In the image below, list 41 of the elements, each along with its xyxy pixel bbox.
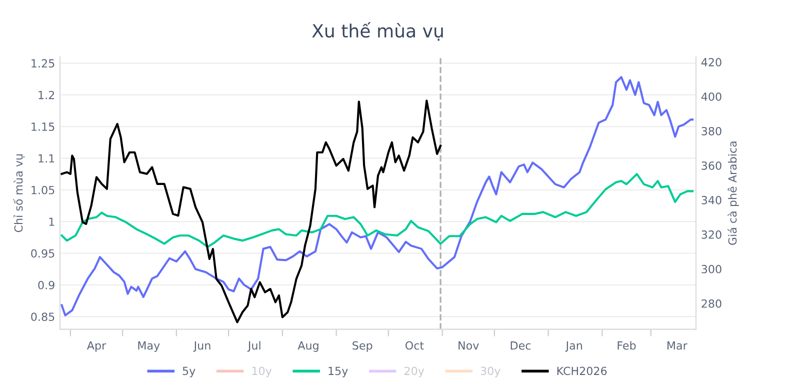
legend-label: 20y (404, 366, 424, 378)
x-tick-label: Feb (618, 341, 636, 350)
x-tick-label: Jul (247, 341, 260, 352)
legend-label: 15y (328, 366, 348, 378)
y2-tick-label: 400 (701, 92, 722, 101)
y-tick-label: 0.85 (31, 312, 54, 321)
x-tick-label: Jan (565, 341, 582, 352)
legend-label: KCH2026 (557, 366, 607, 376)
x-tick-label: May (138, 341, 160, 352)
x-tick-label: Apr (86, 341, 106, 352)
legend-label: 5y (182, 366, 196, 378)
line-series (60, 76, 694, 316)
y-tick-label: 0.95 (31, 249, 54, 258)
legend-label: 10y (252, 366, 272, 378)
x-tick-label: Nov (458, 341, 479, 350)
x-tick-label: Mar (667, 341, 688, 350)
x-tick-label: Oct (406, 341, 424, 350)
line-series (60, 100, 442, 324)
y-tick-label: 1.05 (32, 186, 54, 194)
y2-tick-label: 420 (701, 58, 722, 66)
y-tick-label: 1.25 (32, 59, 54, 68)
line-series (60, 173, 694, 248)
x-tick-label: Dec (510, 341, 531, 350)
y-tick-label: 1 (49, 218, 54, 226)
legend-label: 30y (480, 366, 500, 378)
x-tick-label: Sep (352, 341, 372, 352)
y-tick-label: 0.9 (38, 280, 54, 290)
y-tick-label: 1.1 (38, 154, 54, 162)
y2-tick-label: 380 (702, 126, 722, 136)
y-tick-label: 1.15 (32, 122, 54, 131)
y2-tick-label: 320 (702, 230, 722, 239)
y-tick-label: 1.2 (38, 90, 54, 100)
chart-title: Xu thế mùa vụ (312, 22, 443, 41)
y2-axis-title: Giá cà phê Arabica (728, 142, 739, 245)
x-tick-label: Jun (193, 341, 210, 352)
y2-tick-label: 300 (702, 264, 722, 274)
y2-tick-label: 340 (702, 196, 722, 204)
y-axis-title: Chỉ số mùa vụ (13, 154, 25, 232)
x-tick-label: Aug (298, 341, 318, 352)
y2-tick-label: 280 (702, 299, 722, 308)
y2-tick-label: 360 (702, 161, 722, 170)
